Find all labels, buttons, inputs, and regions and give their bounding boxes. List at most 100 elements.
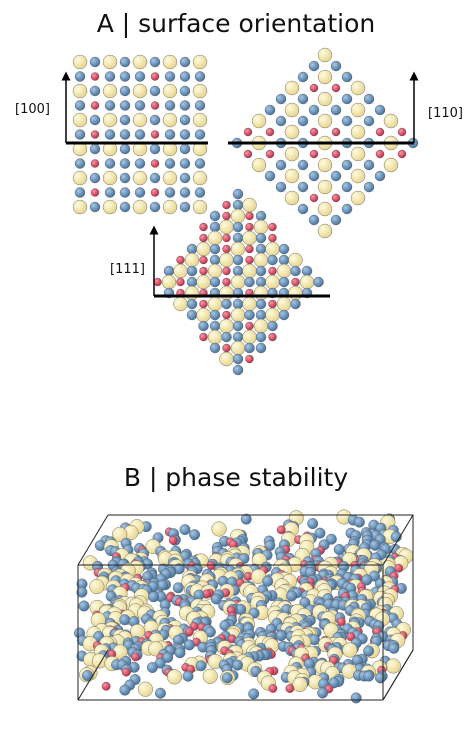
atom bbox=[180, 101, 190, 111]
atom bbox=[133, 84, 147, 98]
atom bbox=[286, 684, 294, 692]
atom bbox=[180, 115, 190, 125]
atom bbox=[342, 116, 352, 126]
atom bbox=[256, 211, 266, 221]
slab-111 bbox=[154, 189, 324, 375]
atom bbox=[90, 173, 100, 183]
atom bbox=[364, 182, 374, 192]
atom bbox=[163, 200, 177, 214]
atom bbox=[289, 253, 303, 267]
atom bbox=[150, 202, 160, 212]
atom bbox=[89, 579, 104, 594]
atom bbox=[254, 220, 268, 234]
atom bbox=[351, 81, 365, 95]
atom bbox=[138, 682, 153, 697]
atom bbox=[231, 308, 245, 322]
atom bbox=[208, 330, 222, 344]
atom bbox=[120, 614, 131, 625]
atom bbox=[189, 529, 200, 540]
atom bbox=[246, 355, 254, 363]
atom bbox=[103, 113, 117, 127]
atom bbox=[331, 171, 341, 181]
atom bbox=[291, 266, 301, 276]
atom bbox=[233, 189, 243, 199]
atom bbox=[298, 182, 308, 192]
atom bbox=[289, 286, 303, 300]
atom bbox=[193, 55, 207, 69]
atom bbox=[351, 125, 365, 139]
atom bbox=[220, 286, 234, 300]
atom bbox=[73, 113, 87, 127]
atom bbox=[309, 105, 319, 115]
atom bbox=[207, 561, 215, 569]
atom bbox=[75, 188, 85, 198]
atom bbox=[75, 101, 85, 111]
atom bbox=[155, 688, 166, 699]
atom bbox=[180, 173, 190, 183]
atom bbox=[180, 159, 190, 169]
atom bbox=[243, 198, 257, 212]
atom bbox=[243, 231, 257, 245]
atom bbox=[150, 115, 160, 125]
atom bbox=[187, 299, 197, 309]
atom bbox=[318, 70, 332, 84]
atom bbox=[180, 86, 190, 96]
atom bbox=[266, 128, 274, 136]
atom bbox=[135, 101, 145, 111]
atom bbox=[252, 114, 266, 128]
atom bbox=[120, 115, 130, 125]
atom bbox=[120, 57, 130, 67]
atom bbox=[266, 275, 280, 289]
atom bbox=[220, 352, 234, 366]
atom bbox=[150, 173, 160, 183]
atom bbox=[91, 73, 99, 81]
atom bbox=[375, 171, 385, 181]
atom bbox=[279, 255, 289, 265]
atom bbox=[91, 131, 99, 139]
atom bbox=[384, 114, 398, 128]
atom bbox=[269, 234, 277, 242]
atom bbox=[73, 171, 87, 185]
atom bbox=[232, 660, 243, 671]
atom bbox=[223, 212, 231, 220]
atom bbox=[79, 601, 90, 612]
atom bbox=[210, 211, 220, 221]
atom bbox=[157, 580, 168, 591]
atom bbox=[233, 222, 243, 232]
atom bbox=[233, 255, 243, 265]
atom bbox=[231, 341, 245, 355]
atom bbox=[233, 354, 243, 364]
atom bbox=[120, 86, 130, 96]
atom bbox=[193, 113, 207, 127]
atom bbox=[177, 256, 185, 264]
atom bbox=[376, 128, 384, 136]
atom bbox=[150, 86, 160, 96]
atom bbox=[165, 188, 175, 198]
atom bbox=[254, 286, 268, 300]
atom bbox=[162, 275, 176, 289]
atom bbox=[210, 310, 220, 320]
atom bbox=[285, 81, 299, 95]
atom bbox=[351, 191, 365, 205]
atom bbox=[246, 256, 254, 264]
figure: A | surface orientation [100] [110] [111… bbox=[0, 0, 472, 729]
atom bbox=[187, 244, 197, 254]
atom bbox=[291, 299, 301, 309]
atom bbox=[135, 72, 145, 82]
atom bbox=[151, 102, 159, 110]
atom bbox=[75, 72, 85, 82]
atom bbox=[310, 150, 318, 158]
atom bbox=[269, 300, 277, 308]
atom bbox=[223, 344, 231, 352]
atom bbox=[163, 171, 177, 185]
atom bbox=[256, 299, 266, 309]
atom bbox=[180, 57, 190, 67]
atom bbox=[167, 670, 182, 685]
atom bbox=[334, 544, 345, 555]
atom bbox=[331, 61, 341, 71]
atom bbox=[286, 591, 297, 602]
atom bbox=[245, 343, 255, 353]
atom bbox=[185, 628, 193, 636]
atom bbox=[268, 321, 278, 331]
atom bbox=[185, 286, 199, 300]
